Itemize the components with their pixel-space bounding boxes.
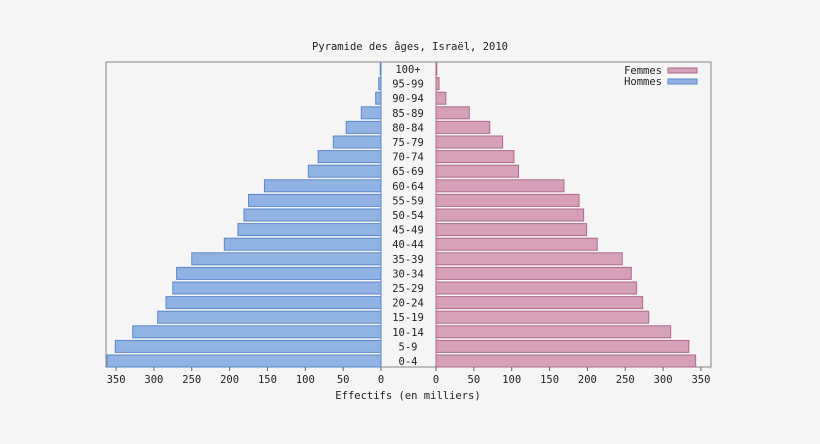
x-tick-label-right: 300 — [654, 374, 673, 386]
age-group-label: 30-34 — [392, 268, 424, 280]
x-tick-label-right: 250 — [616, 374, 635, 386]
age-group-label: 5-9 — [399, 341, 418, 353]
age-group-label: 65-69 — [392, 166, 424, 178]
age-group-label: 90-94 — [392, 93, 424, 105]
bar-hommes-70-74 — [317, 150, 382, 164]
bar-femmes-15-19 — [435, 310, 650, 324]
age-group-label: 50-54 — [392, 210, 424, 222]
age-group-label: 70-74 — [392, 152, 424, 164]
x-tick-label-left: 350 — [107, 374, 126, 386]
x-tick-label-left: 250 — [182, 374, 201, 386]
age-group-label: 20-24 — [392, 298, 424, 310]
bar-femmes-55-59 — [435, 193, 580, 207]
bar-femmes-30-34 — [435, 266, 632, 280]
bar-femmes-65-69 — [435, 164, 520, 178]
age-group-label: 60-64 — [392, 181, 424, 193]
age-group-label: 80-84 — [392, 122, 424, 134]
bar-hommes-75-79 — [332, 135, 382, 149]
bar-hommes-85-89 — [360, 106, 382, 120]
bar-femmes-75-79 — [435, 135, 504, 149]
bar-femmes-35-39 — [435, 252, 623, 266]
x-tick-label-left: 150 — [258, 374, 277, 386]
x-tick-label-right: 200 — [578, 374, 597, 386]
bar-hommes-50-54 — [243, 208, 382, 222]
bar-hommes-55-59 — [248, 193, 382, 207]
bar-femmes-80-84 — [435, 120, 491, 134]
x-tick-label-right: 150 — [540, 374, 559, 386]
bar-hommes-20-24 — [165, 296, 382, 310]
age-group-label: 75-79 — [392, 137, 424, 149]
x-tick-label-right: 100 — [502, 374, 521, 386]
x-tick-label-left: 300 — [144, 374, 163, 386]
age-group-label: 85-89 — [392, 108, 424, 120]
age-group-label: 55-59 — [392, 195, 424, 207]
bar-hommes-30-34 — [176, 266, 382, 280]
bar-femmes-60-64 — [435, 179, 565, 193]
bar-hommes-5-9 — [114, 339, 382, 353]
age-group-label: 10-14 — [392, 327, 424, 339]
age-group-label: 95-99 — [392, 79, 424, 91]
bar-hommes-35-39 — [191, 252, 382, 266]
bar-femmes-10-14 — [435, 325, 672, 339]
bar-hommes-40-44 — [223, 237, 382, 251]
x-tick-label-left: 0 — [378, 374, 384, 386]
bar-femmes-85-89 — [435, 106, 470, 120]
bar-hommes-25-29 — [172, 281, 382, 295]
bar-femmes-20-24 — [435, 296, 644, 310]
legend-label-femmes: Femmes — [624, 65, 662, 77]
x-tick-label-right: 0 — [433, 374, 439, 386]
bar-femmes-90-94 — [435, 91, 447, 105]
bar-femmes-45-49 — [435, 223, 588, 237]
x-axis-label: Effectifs (en milliers) — [335, 390, 480, 402]
bar-hommes-65-69 — [307, 164, 382, 178]
bar-hommes-45-49 — [237, 223, 382, 237]
bar-hommes-0-4 — [106, 354, 382, 368]
legend-label-hommes: Hommes — [624, 76, 662, 88]
bar-hommes-10-14 — [132, 325, 382, 339]
bar-femmes-70-74 — [435, 150, 515, 164]
x-tick-label-right: 50 — [468, 374, 481, 386]
bar-hommes-90-94 — [375, 91, 382, 105]
bar-femmes-5-9 — [435, 339, 690, 353]
age-group-label: 15-19 — [392, 312, 424, 324]
age-group-label: 45-49 — [392, 225, 424, 237]
age-group-label: 40-44 — [392, 239, 424, 251]
bar-hommes-15-19 — [157, 310, 382, 324]
legend-swatch-femmes — [667, 67, 698, 74]
legend-swatch-hommes — [667, 78, 698, 85]
bar-femmes-25-29 — [435, 281, 638, 295]
age-group-label: 25-29 — [392, 283, 424, 295]
x-tick-label-left: 100 — [296, 374, 315, 386]
bar-femmes-0-4 — [435, 354, 697, 368]
age-group-label: 100+ — [395, 64, 420, 76]
bar-femmes-40-44 — [435, 237, 598, 251]
bar-femmes-50-54 — [435, 208, 585, 222]
x-tick-label-right: 350 — [691, 374, 710, 386]
bar-hommes-60-64 — [263, 179, 382, 193]
age-group-label: 0-4 — [399, 356, 418, 368]
plot-frame — [105, 61, 712, 368]
x-tick-label-left: 50 — [337, 374, 350, 386]
age-group-label: 35-39 — [392, 254, 424, 266]
chart-title: Pyramide des âges, Israël, 2010 — [312, 41, 508, 53]
x-tick-label-left: 200 — [220, 374, 239, 386]
bar-hommes-80-84 — [345, 120, 382, 134]
